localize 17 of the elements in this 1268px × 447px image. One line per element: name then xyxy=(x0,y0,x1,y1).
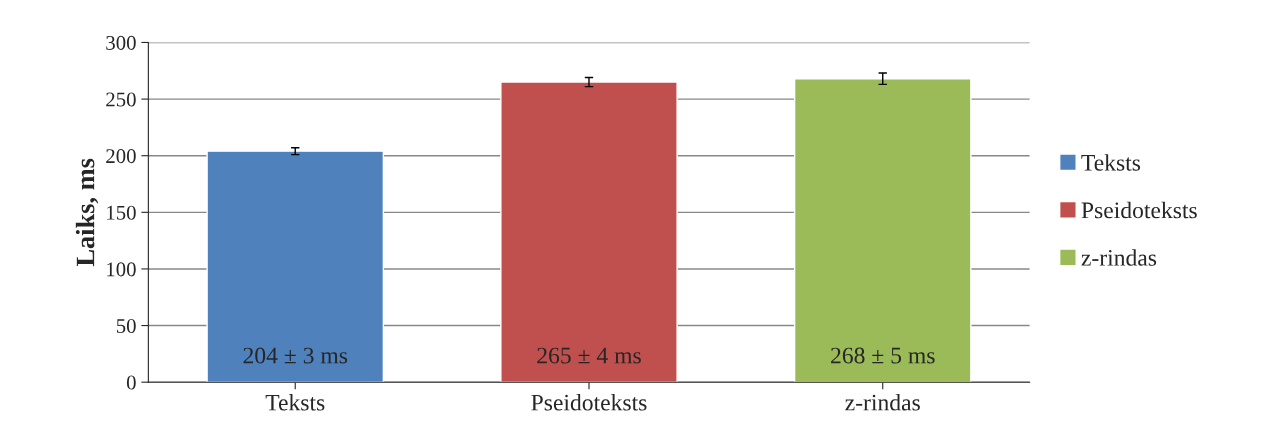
legend-label: Pseidoteksts xyxy=(1081,201,1197,219)
y-tick-label: 250 xyxy=(106,92,136,107)
x-tick-label: Pseidoteksts xyxy=(531,393,647,411)
y-tick-label: 0 xyxy=(126,375,136,390)
data-label: 204 ± 3 ms xyxy=(243,347,348,364)
y-tick-label: 50 xyxy=(116,318,136,333)
legend-label: Teksts xyxy=(1081,154,1141,171)
legend-label: z-rindas xyxy=(1081,249,1157,266)
y-tick-label: 150 xyxy=(107,205,136,220)
y-tick-label: 300 xyxy=(106,35,136,50)
data-label: 265 ± 4 ms xyxy=(537,347,641,364)
x-tick-label: Teksts xyxy=(265,393,325,411)
y-tick-label: 200 xyxy=(106,149,136,164)
x-tick-label: z-rindas xyxy=(845,393,920,411)
y-tick-label: 100 xyxy=(107,262,136,277)
data-label: 268 ± 5 ms xyxy=(831,347,935,364)
y-axis-title: Laiks, ms xyxy=(75,158,99,267)
